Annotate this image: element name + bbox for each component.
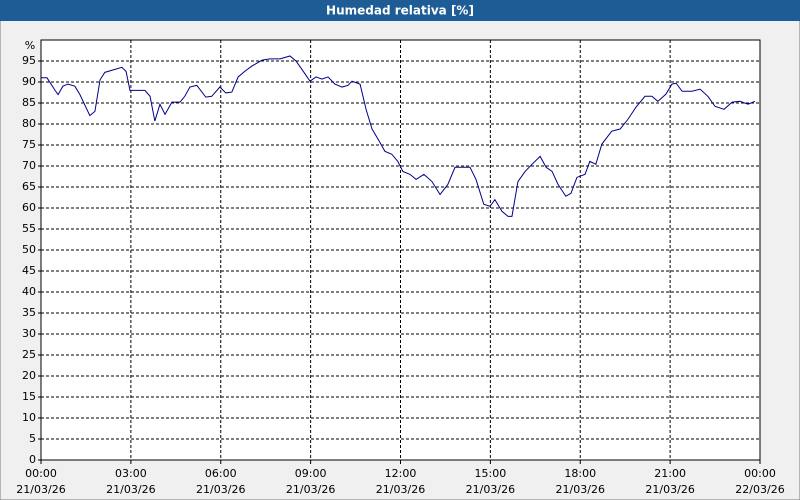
y-axis-label: % xyxy=(25,39,35,52)
y-tick-label: 25 xyxy=(22,348,36,361)
y-tick-label: 85 xyxy=(22,96,36,109)
y-tick-label: 20 xyxy=(22,369,36,382)
y-tick-label: 95 xyxy=(22,54,36,67)
y-tick-label: 80 xyxy=(22,117,36,130)
x-tick-label: 12:00 xyxy=(385,467,417,480)
y-tick-label: 45 xyxy=(22,264,36,277)
x-tick-label: 21:00 xyxy=(654,467,686,480)
y-tick-label: 10 xyxy=(22,411,36,424)
x-tick-date: 21/03/26 xyxy=(16,483,65,496)
x-tick-label: 06:00 xyxy=(205,467,237,480)
x-tick-date: 22/03/26 xyxy=(735,483,784,496)
y-tick-label: 35 xyxy=(22,306,36,319)
x-tick-label: 00:00 xyxy=(744,467,776,480)
data-line xyxy=(41,55,756,217)
y-tick-label: 50 xyxy=(22,243,36,256)
x-tick-label: 18:00 xyxy=(564,467,596,480)
plot-border xyxy=(40,39,761,461)
y-tick-label: 70 xyxy=(22,159,36,172)
y-tick-label: 5 xyxy=(29,432,36,445)
y-tick-label: 65 xyxy=(22,180,36,193)
title-bar xyxy=(0,0,800,21)
x-tick-date: 21/03/26 xyxy=(196,483,245,496)
chart-title: Humedad relativa [%] xyxy=(326,4,474,18)
x-tick-label: 00:00 xyxy=(25,467,57,480)
x-tick-date: 21/03/26 xyxy=(466,483,515,496)
x-tick-label: 09:00 xyxy=(295,467,327,480)
x-tick-date: 21/03/26 xyxy=(286,483,335,496)
x-tick-date: 21/03/26 xyxy=(106,483,155,496)
x-tick-label: 03:00 xyxy=(115,467,147,480)
y-tick-label: 90 xyxy=(22,75,36,88)
y-tick-label: 75 xyxy=(22,138,36,151)
x-tick-date: 21/03/26 xyxy=(376,483,425,496)
y-tick-label: 0 xyxy=(29,453,36,466)
y-tick-label: 30 xyxy=(22,327,36,340)
x-tick-label: 15:00 xyxy=(475,467,507,480)
y-tick-label: 55 xyxy=(22,222,36,235)
x-tick-date: 21/03/26 xyxy=(645,483,694,496)
x-tick-date: 21/03/26 xyxy=(556,483,605,496)
y-tick-label: 15 xyxy=(22,390,36,403)
y-tick-label: 60 xyxy=(22,201,36,214)
y-tick-label: 40 xyxy=(22,285,36,298)
